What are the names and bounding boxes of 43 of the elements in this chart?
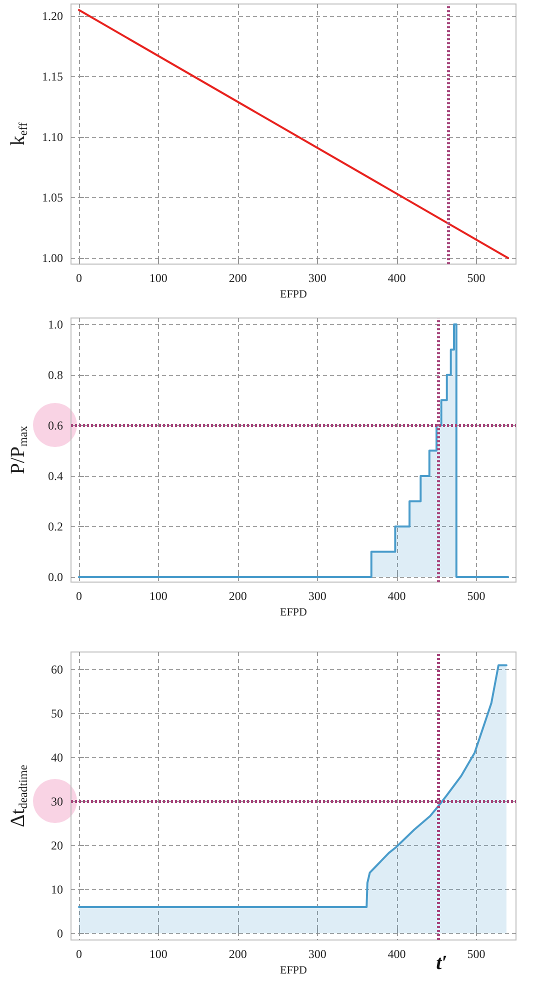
y-axis-title: P/Pmax bbox=[7, 426, 30, 474]
y-tick-label: 60 bbox=[51, 662, 63, 677]
y-tick-label: 20 bbox=[51, 838, 63, 852]
x-tick-label: 400 bbox=[388, 271, 406, 286]
y-tick-label: 0.2 bbox=[48, 520, 63, 534]
x-tick-label: 100 bbox=[149, 589, 168, 604]
x-tick-label: 200 bbox=[228, 947, 247, 961]
y-tick-label: 0.4 bbox=[48, 468, 63, 483]
x-tick-label: 500 bbox=[467, 271, 486, 286]
y-tick-label: 1.10 bbox=[42, 130, 63, 144]
x-tick-label: 300 bbox=[308, 947, 326, 961]
y-tick-label: 30 bbox=[51, 794, 63, 808]
x-tick-label: 100 bbox=[149, 947, 168, 961]
y-tick-label: 1.15 bbox=[42, 70, 63, 84]
y-axis-title: keff bbox=[7, 122, 30, 146]
x-tick-label: 200 bbox=[228, 589, 247, 604]
y-tick-label: 1.20 bbox=[42, 9, 63, 24]
x-tick-label: 200 bbox=[228, 271, 247, 286]
y-tick-label: 0.8 bbox=[48, 368, 63, 382]
x-tick-label: 0 bbox=[76, 271, 82, 286]
y-tick-label: 40 bbox=[51, 750, 63, 765]
y-tick-label: 0 bbox=[57, 926, 63, 940]
x-axis-title: EFPD bbox=[280, 964, 307, 976]
y-tick-label: 10 bbox=[51, 882, 63, 896]
x-tick-label: 100 bbox=[149, 271, 168, 286]
x-tick-label: 0 bbox=[76, 589, 82, 604]
x-axis-title: EFPD bbox=[280, 606, 307, 618]
x-tick-label: 400 bbox=[388, 589, 406, 604]
y-tick-label: 50 bbox=[51, 706, 63, 721]
y-tick-label: 1.05 bbox=[42, 190, 63, 205]
x-tick-label: 500 bbox=[467, 589, 486, 604]
x-tick-label: 300 bbox=[308, 271, 326, 286]
x-tick-label: 400 bbox=[388, 947, 406, 961]
y-tick-label: 0.6 bbox=[48, 418, 63, 432]
text: t′ bbox=[436, 952, 448, 974]
x-tick-label: 0 bbox=[76, 947, 82, 961]
y-axis-title: Δtdeadtime bbox=[7, 764, 30, 828]
y-tick-label: 1.0 bbox=[48, 317, 63, 332]
y-tick-label: 0.0 bbox=[48, 570, 63, 584]
x-tick-label: 300 bbox=[308, 589, 326, 604]
x-axis-title: EFPD bbox=[280, 288, 307, 300]
x-tick-label: 500 bbox=[467, 947, 486, 961]
y-tick-label: 1.00 bbox=[42, 251, 63, 266]
